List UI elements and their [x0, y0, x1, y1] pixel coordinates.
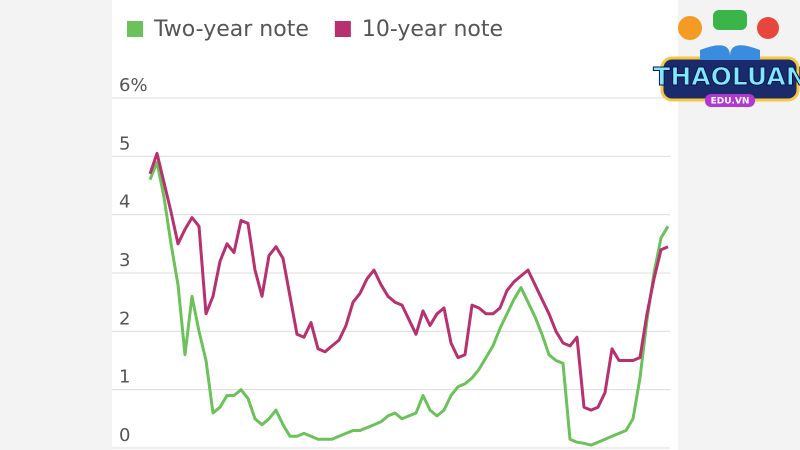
y-tick-label: 2	[119, 308, 130, 329]
watermark-icon	[678, 16, 702, 40]
watermark-book	[700, 45, 760, 60]
legend-label: 10-year note	[362, 17, 503, 42]
legend-swatch	[127, 21, 143, 37]
watermark-subtitle: EDU.VN	[711, 97, 750, 107]
watermark: THAOLUAN EDU.VN	[653, 10, 800, 107]
y-tick-label: 3	[119, 250, 130, 271]
y-tick-label: 0	[119, 425, 130, 446]
line-series	[148, 160, 670, 447]
legend-label: Two-year note	[153, 17, 309, 42]
legend-swatch	[334, 21, 351, 37]
watermark-subtitle-bg	[705, 94, 755, 107]
line-series	[148, 151, 669, 412]
y-tick-label: 1	[119, 367, 130, 388]
y-tick-label: 6%	[119, 75, 148, 96]
watermark-title: THAOLUAN	[653, 62, 800, 91]
watermark-icon	[713, 10, 747, 30]
y-tick-label: 4	[119, 192, 130, 213]
watermark-icon	[757, 17, 779, 39]
y-tick-label: 5	[119, 133, 130, 154]
chart-panel	[112, 0, 678, 450]
